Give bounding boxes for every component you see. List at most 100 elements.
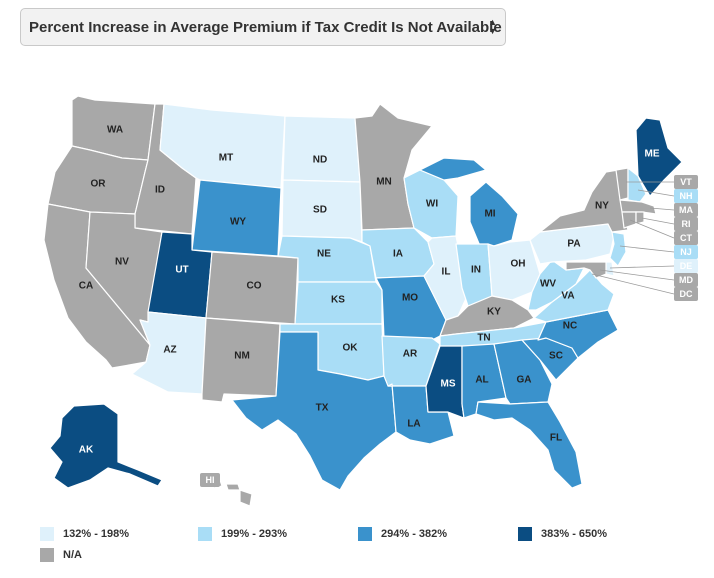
tag-nj[interactable] [674,245,698,259]
leader-ma [649,207,675,211]
tag-dc[interactable] [674,287,698,301]
metric-selector[interactable]: Percent Increase in Average Premium if T… [20,8,506,46]
label-co: CO [247,281,262,292]
tag-ma[interactable] [674,203,698,217]
label-ok: OK [343,343,359,354]
state-hi-3[interactable] [239,489,253,507]
label-va: VA [561,291,574,302]
state-wv[interactable] [527,259,585,311]
legend-swatch [198,527,212,541]
label-sc: SC [549,351,563,362]
metric-selector-label: Percent Increase in Average Premium if T… [29,19,502,36]
legend-swatch [40,527,54,541]
label-fl: FL [550,433,562,444]
tag-de-label: DE [680,261,693,271]
legend-swatch [40,548,54,562]
label-ca: CA [79,281,93,292]
leader-nh [637,189,675,197]
state-mi-upper[interactable] [419,157,487,181]
legend-label: 383% - 650% [541,528,608,540]
label-mt: MT [219,153,233,164]
legend: 132% - 198% 199% - 293% 294% - 382% 383%… [40,527,680,567]
label-ky: KY [487,307,501,318]
tag-hi-label: HI [206,475,215,485]
label-id: ID [155,185,165,196]
label-pa: PA [567,239,580,250]
state-de[interactable] [605,261,615,277]
state-labels: WA OR CA ID NV MT WY UT AZ CO NM ND SD N… [79,125,660,456]
tag-md-label: MD [679,275,693,285]
state-nj[interactable] [609,231,627,267]
label-in: IN [471,265,481,276]
label-il: IL [442,267,451,278]
label-wa: WA [107,125,123,136]
leader-ct [629,219,675,239]
state-mi[interactable] [469,181,519,247]
tag-nh-label: NH [680,191,693,201]
label-ia: IA [393,249,403,260]
label-mn: MN [376,177,392,188]
tag-dc-label: DC [680,289,693,299]
tag-nh[interactable] [674,189,698,203]
updown-arrows-icon: ▲ ▼ [488,17,497,36]
label-wv: WV [540,279,556,290]
leader-de [609,265,675,269]
label-nd: ND [313,155,327,166]
label-ar: AR [403,349,418,360]
state-hi-2[interactable] [225,483,241,491]
state-ks[interactable] [294,281,383,325]
label-wi: WI [426,199,438,210]
state-ri[interactable] [635,211,645,225]
tag-ri-label: RI [682,219,691,229]
state-nd[interactable] [282,115,361,183]
label-nc: NC [563,321,577,332]
state-tx[interactable] [231,331,397,491]
tag-vt-label: VT [680,177,692,187]
state-ak[interactable] [49,403,163,489]
tag-vt[interactable] [674,175,698,189]
state-fl[interactable] [475,401,583,489]
label-oh: OH [511,259,526,270]
tag-hi[interactable] [200,473,220,487]
us-choropleth-map: WA OR CA ID NV MT WY UT AZ CO NM ND SD N… [43,95,698,507]
label-mo: MO [402,293,418,304]
leader-nj [619,245,675,253]
label-wy: WY [230,217,246,228]
tag-ct[interactable] [674,231,698,245]
label-ks: KS [331,295,345,306]
state-nh[interactable] [627,167,647,203]
leader-ri [641,217,675,225]
state-mn[interactable] [354,103,433,231]
label-la: LA [407,419,420,430]
label-tn: TN [477,333,490,344]
state-ny[interactable] [539,169,629,233]
label-me: ME [645,149,660,160]
legend-label: 199% - 293% [221,528,288,540]
label-or: OR [91,179,107,190]
leader-dc [591,273,675,295]
label-ne: NE [317,249,331,260]
label-al: AL [475,375,488,386]
tag-nj-label: NJ [680,247,692,257]
legend-label: 132% - 198% [63,528,130,540]
label-tx: TX [316,403,329,414]
legend-label: 294% - 382% [381,528,448,540]
leader-md [599,269,675,281]
tag-ct-label: CT [680,233,692,243]
small-state-tags: VT NH MA RI CT NJ DE MD DC HI [200,175,698,487]
label-sd: SD [313,205,327,216]
legend-label: N/A [63,549,82,561]
label-nv: NV [115,257,129,268]
label-nm: NM [234,351,250,362]
legend-swatch [358,527,372,541]
state-me[interactable] [635,117,683,197]
tag-ri[interactable] [674,217,698,231]
tag-de[interactable] [674,259,698,273]
legend-swatch [518,527,532,541]
label-ga: GA [517,375,532,386]
label-ak: AK [79,445,94,456]
tag-md[interactable] [674,273,698,287]
label-ny: NY [595,201,609,212]
label-az: AZ [163,345,176,356]
state-ct[interactable] [621,211,637,229]
